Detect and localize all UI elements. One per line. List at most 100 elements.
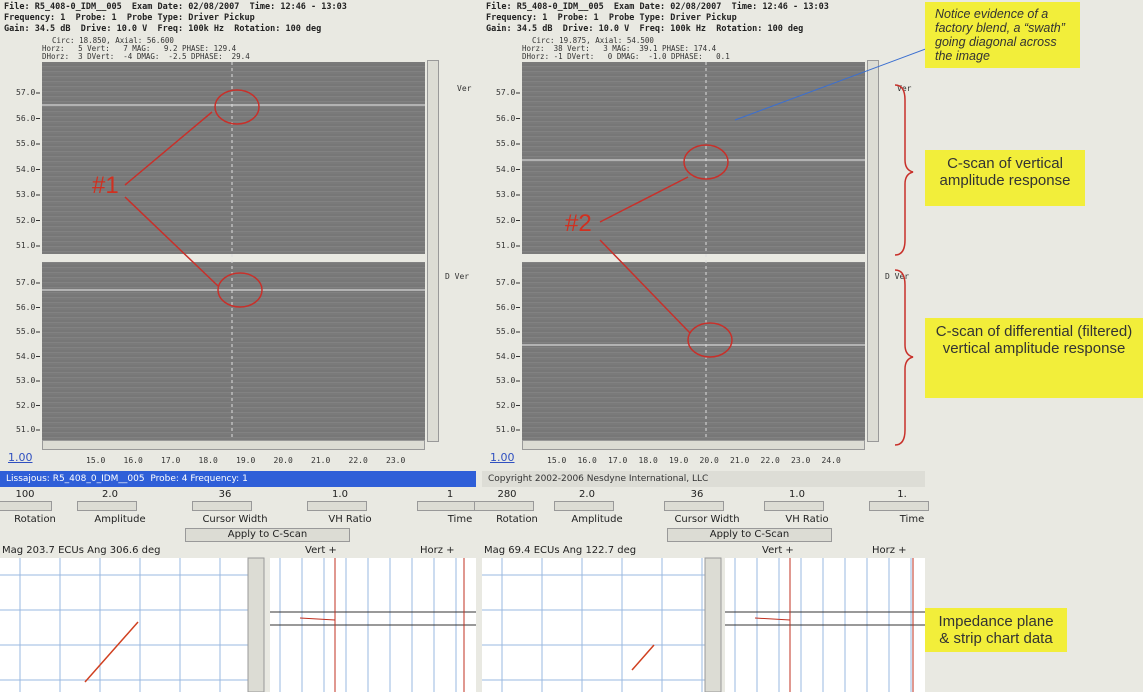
file-header: Frequency: 1 Probe: 1 Probe Type: Driver…: [486, 13, 737, 23]
y-tick-label: 55.0: [16, 139, 36, 148]
y-tick-label: 52.0: [16, 400, 36, 410]
scrollbar: [704, 557, 722, 692]
strip-label: Horz +: [420, 545, 455, 556]
magnitude-readout: Mag 203.7 ECUs Ang 306.6 deg: [2, 545, 161, 556]
y-tick-label: 57.0: [496, 278, 516, 287]
y-tick-label: 51.0: [16, 425, 36, 434]
trace: [754, 617, 791, 621]
y-tick-label: 57.0: [16, 88, 36, 97]
apply-button[interactable]: Apply to C-Scan: [185, 528, 350, 542]
x-tick-label: 22.0: [760, 456, 780, 465]
x-tick-label: 15.0: [86, 456, 106, 465]
slider: [869, 501, 929, 511]
control-value: 1.: [897, 489, 907, 500]
control-value: 2.0: [579, 489, 595, 500]
y-tick-label: 56.0: [16, 113, 36, 123]
arrow: [124, 111, 213, 186]
scrollbar: [42, 440, 425, 450]
scrollbar: [522, 440, 865, 450]
cursor-info: DHorz: 3 DVert: -4 DMAG: -2.5 DPHASE: 29…: [42, 52, 250, 61]
cscan-differential: [42, 262, 425, 440]
control-value: 2.0: [102, 489, 118, 500]
apply-button[interactable]: Apply to C-Scan: [667, 528, 832, 542]
cscan-vertical: [42, 62, 425, 254]
x-tick-label: 16.0: [577, 456, 597, 465]
control-value: 36: [218, 489, 232, 500]
marker: #1: [92, 172, 119, 199]
highlight-circle: [217, 272, 263, 308]
annotation: Notice evidence of a factory blend, a “s…: [925, 2, 1080, 68]
control-label: Amplitude: [94, 514, 146, 525]
cursor-info: Horz: 38 Vert: 3 MAG: 39.1 PHASE: 174.4: [522, 44, 717, 53]
x-tick-label: 17.0: [608, 456, 628, 465]
y-tick-label: 54.0: [496, 351, 516, 361]
y-tick-label: 51.0: [496, 241, 516, 250]
strip-label: Vert +: [762, 545, 794, 556]
x-tick-label: 17.0: [161, 456, 181, 465]
magnitude-readout: Mag 69.4 ECUs Ang 122.7 deg: [484, 545, 637, 556]
slider: [0, 501, 52, 511]
slider: [474, 501, 534, 511]
zoom-level: 1.00: [8, 451, 33, 464]
y-tick-label: 54.0: [496, 164, 516, 174]
slider: [307, 501, 367, 511]
arrow: [124, 196, 219, 287]
control-label: Time: [899, 514, 925, 525]
arrow: [599, 239, 691, 334]
cursor-info: Horz: 5 Vert: 7 MAG: 9.2 PHASE: 129.4: [42, 44, 237, 53]
y-tick-label: 57.0: [496, 88, 516, 97]
file-header: Frequency: 1 Probe: 1 Probe Type: Driver…: [4, 13, 255, 23]
control-value: 280: [497, 489, 517, 500]
cursor-info: Circ: 19.875, Axial: 54.500: [532, 36, 654, 45]
control-value: 100: [15, 489, 35, 500]
lissajous: [84, 621, 139, 683]
x-tick-label: 20.0: [273, 456, 293, 465]
strip-label: Vert +: [305, 545, 337, 556]
file-header: File: R5_408-0_IDM__005 Exam Date: 02/08…: [4, 2, 347, 12]
highlight-circle: [214, 89, 260, 125]
scrollbar: [427, 60, 439, 442]
channel-label: D Ver: [885, 272, 910, 281]
slider: [764, 501, 824, 511]
status-bar: Lissajous: R5_408_0_IDM__005 Probe: 4 Fr…: [0, 471, 476, 487]
highlight-circle: [683, 144, 729, 180]
y-tick-label: 56.0: [496, 113, 516, 123]
y-tick-label: 54.0: [16, 164, 36, 174]
control-label: VH Ratio: [785, 514, 829, 525]
file-header: Gain: 34.5 dB Drive: 10.0 V Freq: 100k H…: [486, 24, 804, 34]
slider: [77, 501, 137, 511]
impedance-plane: [0, 558, 248, 692]
bracket: [894, 269, 914, 446]
x-tick-label: 18.0: [198, 456, 218, 465]
pointer: [734, 37, 956, 121]
control-label: Amplitude: [571, 514, 623, 525]
x-tick-label: 19.0: [669, 456, 689, 465]
file-header: Gain: 34.5 dB Drive: 10.0 V Freq: 100k H…: [4, 24, 322, 34]
zoom-level: 1.00: [490, 451, 515, 464]
x-tick-label: 18.0: [638, 456, 658, 465]
control-label: Rotation: [496, 514, 538, 525]
y-tick-label: 55.0: [496, 327, 516, 336]
bracket: [894, 84, 914, 256]
slider: [554, 501, 614, 511]
x-tick-label: 16.0: [123, 456, 143, 465]
trace: [299, 617, 336, 621]
y-tick-label: 53.0: [496, 376, 516, 385]
y-tick-label: 56.0: [16, 302, 36, 312]
y-tick-label: 52.0: [496, 215, 516, 225]
cursor-info: Circ: 18.850, Axial: 56.600: [52, 36, 174, 45]
channel-label: Ver: [457, 84, 472, 93]
x-tick-label: 23.0: [386, 456, 406, 465]
x-tick-label: 23.0: [791, 456, 811, 465]
x-tick-label: 21.0: [730, 456, 750, 465]
y-tick-label: 56.0: [496, 302, 516, 312]
cscan-vertical: [522, 62, 865, 254]
control-value: 1.0: [789, 489, 805, 500]
annotation: C-scan of vertical amplitude response: [925, 150, 1085, 206]
control-value: 36: [690, 489, 704, 500]
channel-label: Ver: [897, 84, 912, 93]
control-label: Cursor Width: [674, 514, 740, 525]
y-tick-label: 52.0: [496, 400, 516, 410]
y-tick-label: 53.0: [496, 190, 516, 199]
